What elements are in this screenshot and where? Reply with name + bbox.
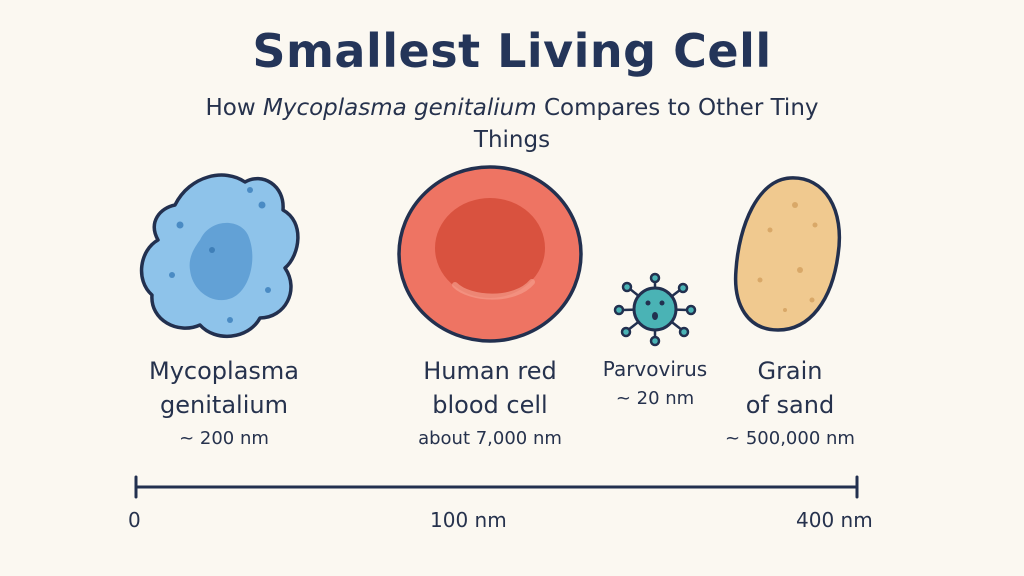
subtitle-species-name: Mycoplasma genitalium [262,95,537,121]
page-subtitle: How Mycoplasma genitalium Compares to Ot… [130,92,894,156]
item-name-line2: of sand [745,391,835,419]
mycoplasma-illustration [139,173,300,339]
item-size: ~ 500,000 nm [725,428,855,449]
item-name-line1: Human red [423,357,557,385]
sand-grain-illustration [733,176,841,332]
item-mycoplasma: Mycoplasma genitalium ~ 200 nm [124,354,324,452]
scale-label-start: 0 [128,508,141,532]
red-blood-cell-illustration [397,165,583,343]
item-size: ~ 20 nm [615,388,695,409]
scale-label-end: 400 nm [796,508,873,532]
item-parvovirus: Parvovirus ~ 20 nm [585,354,725,412]
item-name-line2: genitalium [160,391,288,419]
subtitle-prefix: How [205,95,263,121]
item-name-line1: Grain [757,357,823,385]
page-title: Smallest Living Cell [252,24,772,78]
scale-label-middle: 100 nm [430,508,507,532]
item-size: ~ 200 nm [179,428,269,449]
item-name-line1: Mycoplasma [149,357,299,385]
item-name-line1: Parvovirus [602,357,708,381]
subtitle-line1-suffix: Compares to Other Tiny [536,95,819,121]
item-size: about 7,000 nm [418,428,562,449]
scale-bar [134,475,859,499]
parvovirus-illustration [613,272,697,347]
item-red-blood-cell: Human red blood cell about 7,000 nm [390,354,590,452]
subtitle-line2: Things [473,127,551,153]
item-name-line2: blood cell [432,391,548,419]
item-sand-grain: Grain of sand ~ 500,000 nm [700,354,880,452]
